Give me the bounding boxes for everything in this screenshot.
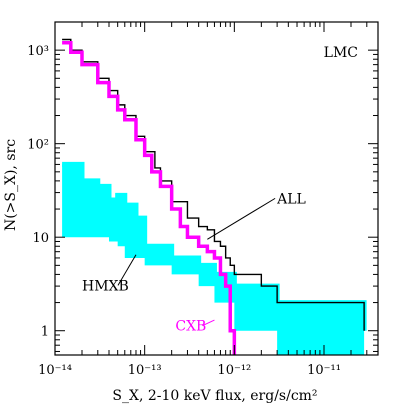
series-layer (62, 38, 367, 355)
plot-frame (54, 21, 379, 356)
panel-label: LMC (324, 45, 358, 61)
annotation-cxb-pointer (202, 319, 215, 327)
x-tick-label: 10⁻¹³ (128, 363, 162, 378)
annotation-all-pointer (207, 197, 276, 240)
y-tick-label: 10² (27, 138, 49, 153)
x-axis-label: S_X, 2-10 keV flux, erg/s/cm² (112, 388, 317, 404)
y-tick-label: 10³ (27, 44, 49, 59)
annotation-layer: ALL HMXB CXB (82, 191, 306, 334)
x-tick-label: 10⁻¹⁴ (38, 363, 72, 378)
series-hmxb-band (62, 164, 365, 355)
annotation-all-label: ALL (276, 191, 306, 207)
x-tick-label: 10⁻¹² (217, 363, 251, 378)
y-axis-label: N(>S_X), src (3, 139, 19, 231)
x-tick-label: 10⁻¹¹ (307, 363, 341, 378)
series-cxb-line (62, 40, 237, 355)
tick-layer: 10⁻¹⁴ 10⁻¹³ 10⁻¹² 10⁻¹¹ 1 10 10² 10³ (27, 21, 379, 378)
annotation-hmxb-pointer (117, 254, 137, 286)
annotation-hmxb-label: HMXB (82, 278, 129, 294)
series-hmxb-upper-edge (62, 161, 367, 331)
annotation-cxb-label: CXB (175, 319, 206, 335)
y-tick-label: 10 (32, 231, 49, 246)
y-tick-label: 1 (41, 325, 49, 340)
